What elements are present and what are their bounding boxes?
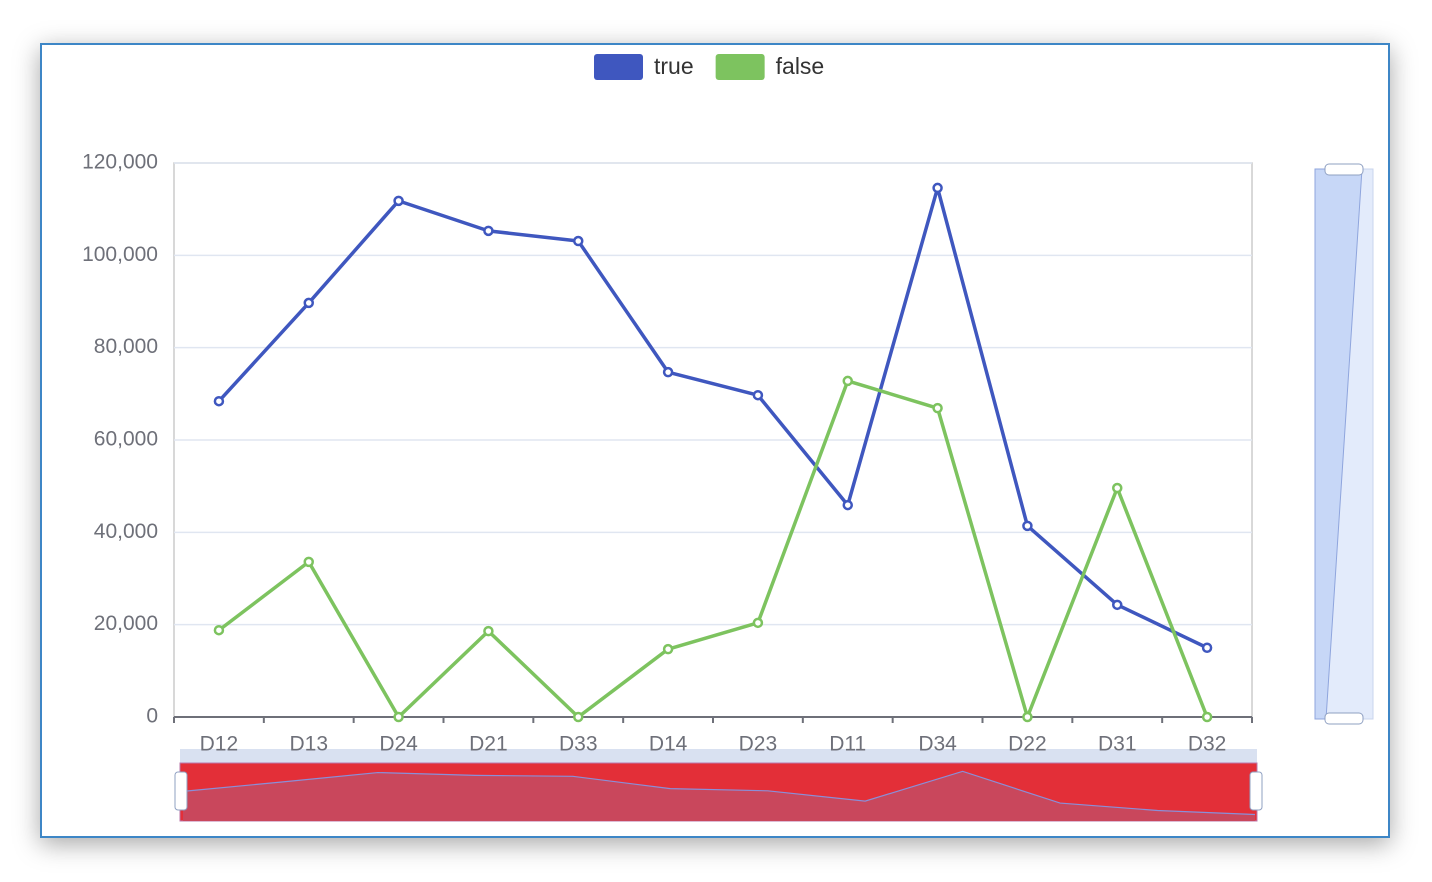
data-point: [303, 297, 314, 309]
zoom-preview-area: [183, 771, 1255, 821]
y-tick-label: 100,000: [82, 243, 158, 266]
x-tick-label: D13: [289, 733, 328, 756]
x-tick-label: D22: [1008, 733, 1047, 756]
data-point: [213, 624, 225, 636]
x-tick-label: D31: [1098, 733, 1137, 756]
legend-swatch: [594, 54, 643, 80]
x-tick-label: D34: [918, 733, 957, 756]
data-point: [303, 556, 314, 568]
legend-swatch: [715, 54, 765, 80]
x-tick-label: D23: [739, 733, 778, 756]
data-point: [662, 366, 674, 378]
data-point: [1022, 711, 1033, 723]
data-point: [752, 617, 764, 629]
data-point: [1201, 711, 1213, 723]
data-point: [1022, 520, 1033, 532]
data-point: [573, 711, 584, 723]
x-tick-label: D12: [200, 733, 239, 756]
x-tick-label: D21: [469, 733, 508, 756]
data-point: [393, 195, 404, 207]
data-point: [842, 375, 853, 387]
y-tick-label: 120,000: [82, 151, 158, 174]
v-slider-handle[interactable]: [1324, 163, 1364, 176]
data-point: [1112, 599, 1123, 611]
y-tick-label: 40,000: [94, 520, 158, 543]
data-point: [1112, 482, 1123, 494]
data-point: [932, 402, 943, 414]
data-point: [393, 711, 404, 723]
data-point: [483, 625, 494, 637]
data-point: [213, 395, 225, 407]
series-line: [217, 186, 1208, 650]
y-tick-label: 20,000: [94, 612, 158, 635]
data-point: [573, 235, 584, 247]
y-tick-label: 80,000: [94, 335, 158, 358]
series-line: [217, 379, 1209, 719]
x-tick-label: D24: [379, 733, 418, 756]
legend-label: false: [776, 53, 825, 79]
h-slider-handle[interactable]: [1249, 771, 1263, 811]
x-tick-label: D14: [649, 733, 688, 756]
data-point: [752, 389, 764, 401]
h-slider-handle[interactable]: [174, 771, 188, 811]
v-slider-handle[interactable]: [1324, 712, 1364, 725]
x-tick-label: D11: [829, 733, 866, 756]
y-tick-label: 0: [146, 705, 158, 728]
x-tick-label: D33: [559, 733, 598, 756]
data-point: [1201, 642, 1213, 653]
y-tick-label: 60,000: [94, 428, 158, 451]
data-point: [662, 643, 674, 655]
legend-label: true: [654, 53, 694, 79]
data-point: [842, 499, 853, 511]
h-slider-bar[interactable]: [180, 749, 1257, 763]
data-point: [483, 225, 494, 237]
data-point: [932, 182, 943, 194]
zoom-preview-line: [182, 770, 1256, 816]
x-tick-label: D32: [1188, 733, 1227, 756]
